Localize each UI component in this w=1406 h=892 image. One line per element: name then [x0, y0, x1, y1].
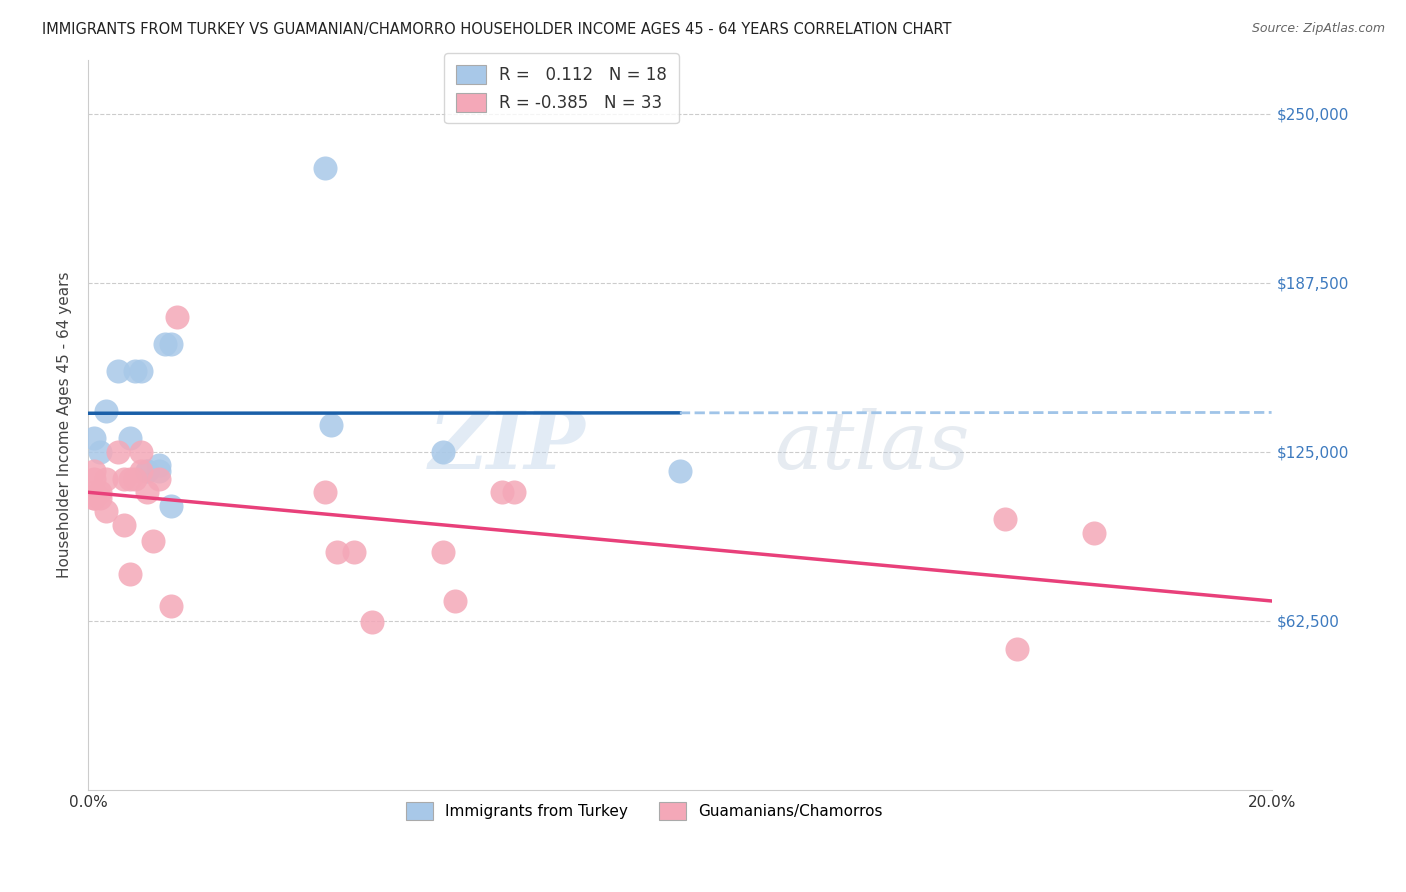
- Point: [83, 491, 105, 505]
- Point: [89, 445, 111, 459]
- Point: [131, 445, 153, 459]
- Point: [160, 336, 183, 351]
- Point: [503, 485, 526, 500]
- Point: [160, 499, 183, 513]
- Point: [432, 545, 454, 559]
- Point: [107, 364, 129, 378]
- Point: [136, 464, 159, 478]
- Point: [432, 445, 454, 459]
- Legend: Immigrants from Turkey, Guamanians/Chamorros: Immigrants from Turkey, Guamanians/Chamo…: [399, 797, 889, 826]
- Point: [94, 404, 117, 418]
- Point: [83, 491, 105, 505]
- Y-axis label: Householder Income Ages 45 - 64 years: Householder Income Ages 45 - 64 years: [58, 271, 72, 578]
- Point: [148, 464, 170, 478]
- Point: [118, 566, 141, 581]
- Point: [94, 472, 117, 486]
- Point: [83, 472, 105, 486]
- Text: atlas: atlas: [775, 408, 970, 485]
- Point: [83, 485, 105, 500]
- Point: [1083, 525, 1105, 540]
- Point: [491, 485, 513, 500]
- Point: [148, 472, 170, 486]
- Point: [112, 472, 135, 486]
- Point: [118, 472, 141, 486]
- Point: [107, 445, 129, 459]
- Point: [136, 464, 159, 478]
- Point: [153, 336, 176, 351]
- Point: [124, 364, 146, 378]
- Point: [112, 517, 135, 532]
- Point: [994, 512, 1017, 526]
- Point: [314, 161, 336, 175]
- Point: [148, 458, 170, 473]
- Point: [1005, 642, 1028, 657]
- Point: [160, 599, 183, 613]
- Point: [361, 615, 384, 630]
- Point: [166, 310, 188, 324]
- Point: [124, 472, 146, 486]
- Point: [131, 464, 153, 478]
- Text: IMMIGRANTS FROM TURKEY VS GUAMANIAN/CHAMORRO HOUSEHOLDER INCOME AGES 45 - 64 YEA: IMMIGRANTS FROM TURKEY VS GUAMANIAN/CHAM…: [42, 22, 952, 37]
- Point: [325, 545, 347, 559]
- Point: [669, 464, 692, 478]
- Point: [118, 431, 141, 445]
- Point: [89, 491, 111, 505]
- Text: Source: ZipAtlas.com: Source: ZipAtlas.com: [1251, 22, 1385, 36]
- Point: [142, 534, 165, 549]
- Point: [136, 485, 159, 500]
- Point: [83, 431, 105, 445]
- Point: [94, 504, 117, 518]
- Point: [83, 464, 105, 478]
- Point: [314, 485, 336, 500]
- Point: [444, 593, 467, 607]
- Point: [319, 417, 342, 432]
- Point: [89, 485, 111, 500]
- Point: [131, 364, 153, 378]
- Text: ZIP: ZIP: [429, 408, 585, 485]
- Point: [343, 545, 366, 559]
